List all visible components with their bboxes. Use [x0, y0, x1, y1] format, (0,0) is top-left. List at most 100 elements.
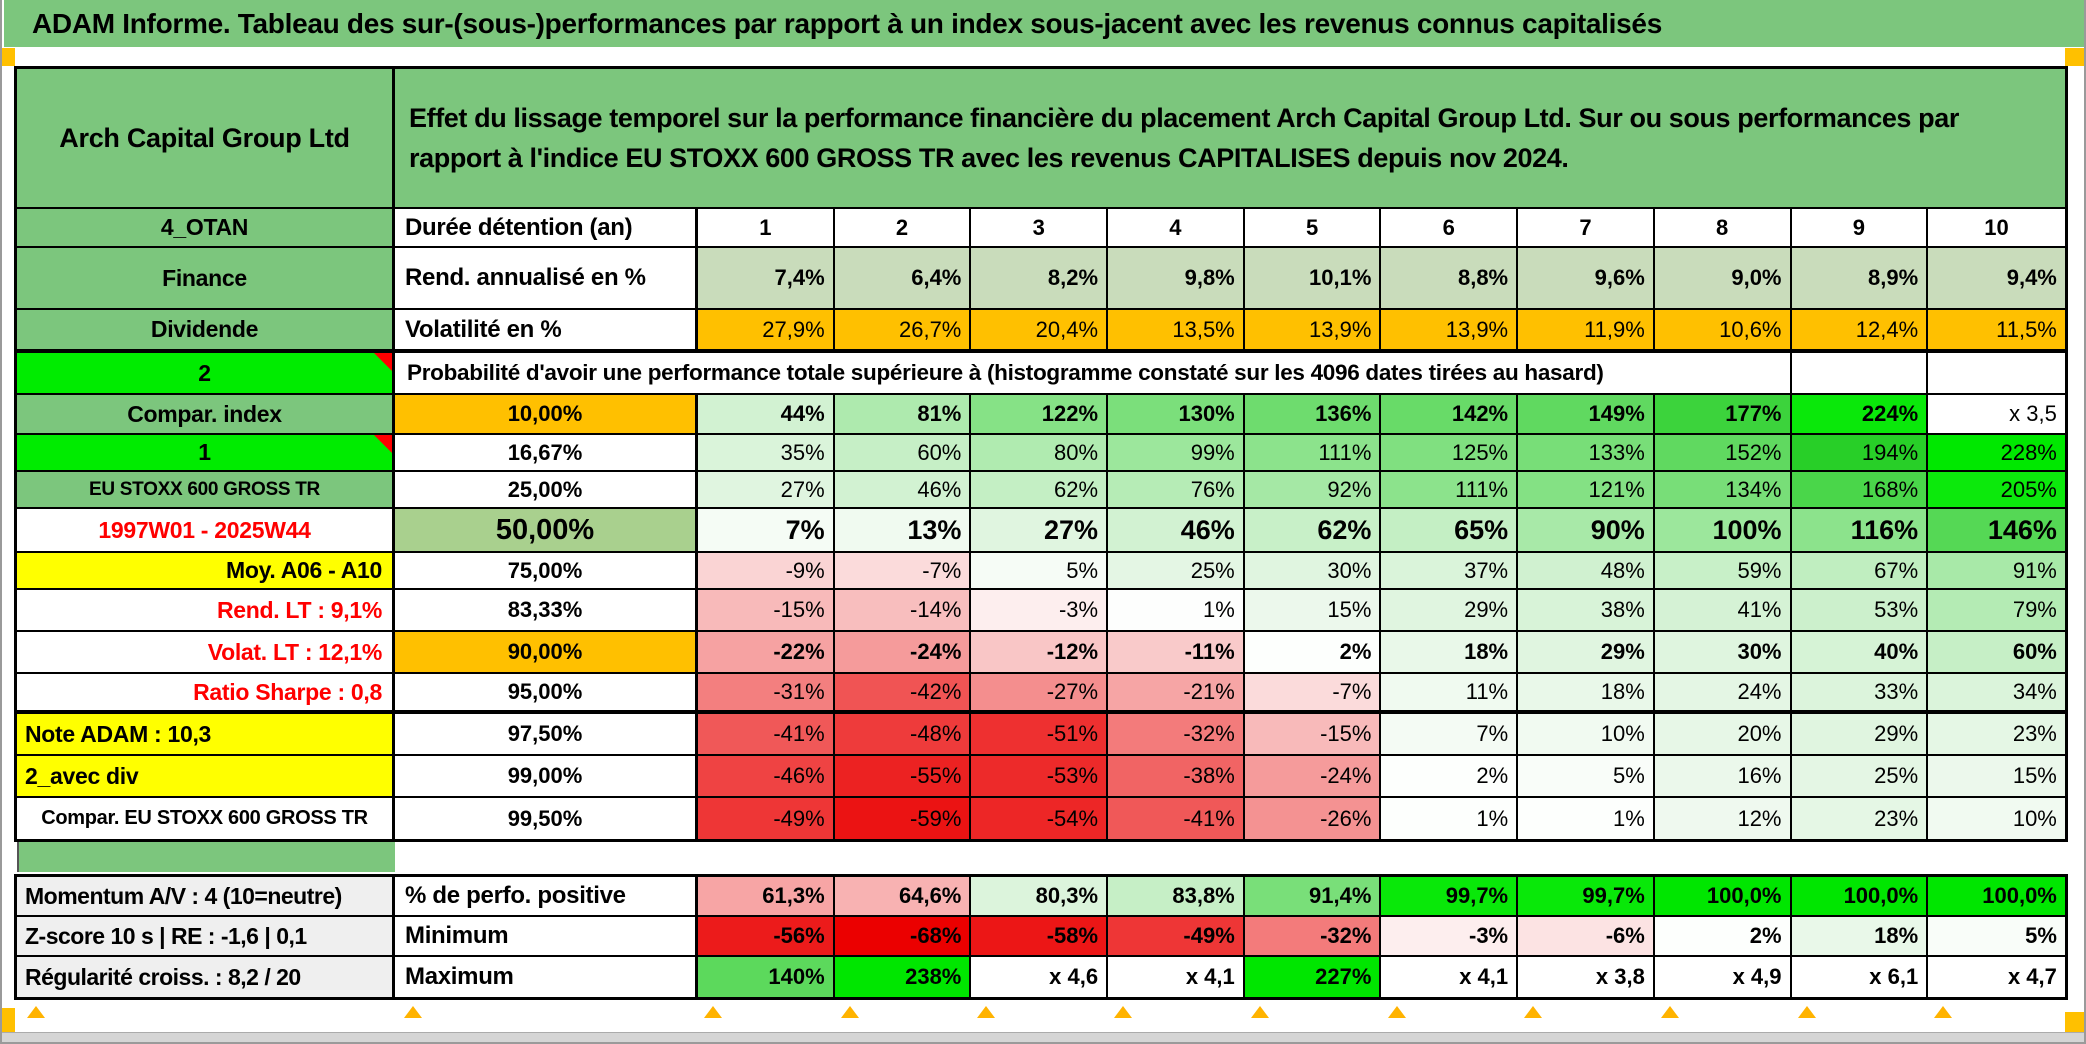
- cell-p16-67-y7[interactable]: 133%: [1518, 435, 1655, 472]
- cell-minimum-y1[interactable]: -56%: [698, 917, 835, 957]
- cell-rend-annualise-y2[interactable]: 6,4%: [834, 248, 972, 310]
- cell-p99-5-y2[interactable]: -59%: [834, 798, 972, 839]
- cell-p90-y8[interactable]: 30%: [1654, 632, 1792, 674]
- company-name-cell[interactable]: Arch Capital Group Ltd: [17, 69, 395, 209]
- cell-minimum-y2[interactable]: -68%: [834, 917, 972, 957]
- cell-volatilite-y5[interactable]: 13,9%: [1244, 310, 1382, 353]
- row-label-duree[interactable]: 4_OTAN: [17, 209, 395, 248]
- cell-p50-y7[interactable]: 90%: [1518, 509, 1655, 553]
- cell-p10-y6[interactable]: 142%: [1381, 395, 1519, 435]
- cell-p75-y2[interactable]: -7%: [834, 553, 972, 590]
- cell-p99-y3[interactable]: -53%: [971, 756, 1109, 798]
- cell-p99-5-y7[interactable]: 1%: [1518, 798, 1655, 839]
- cell-rend-annualise-y10[interactable]: 9,4%: [1928, 248, 2065, 310]
- cell-maximum-y7[interactable]: x 3,8: [1518, 957, 1655, 997]
- sheet-title-cell[interactable]: ADAM Informe. Tableau des sur-(sous-)per…: [4, 0, 2084, 47]
- cell-p25-y6[interactable]: 111%: [1381, 472, 1519, 509]
- cell-p10-y4[interactable]: 130%: [1108, 395, 1245, 435]
- description-cell[interactable]: Effet du lissage temporel sur la perform…: [395, 69, 2065, 209]
- cell-p25-y9[interactable]: 168%: [1791, 472, 1929, 509]
- cell-volatilite-y2[interactable]: 26,7%: [834, 310, 972, 353]
- cell-minimum-y5[interactable]: -32%: [1244, 917, 1382, 957]
- cell-minimum-y10[interactable]: 5%: [1928, 917, 2065, 957]
- cell-minimum-y8[interactable]: 2%: [1654, 917, 1792, 957]
- cell-p75-y8[interactable]: 59%: [1654, 553, 1792, 590]
- cell-p75-y1[interactable]: -9%: [698, 553, 835, 590]
- cell-rend-annualise-y1[interactable]: 7,4%: [698, 248, 835, 310]
- cell-maximum-y1[interactable]: 140%: [698, 957, 835, 997]
- cell-p83-33-y1[interactable]: -15%: [698, 590, 835, 632]
- percentile-p95[interactable]: 95,00%: [395, 674, 698, 714]
- cell-p50-y2[interactable]: 13%: [834, 509, 972, 553]
- cell-p10-y3[interactable]: 122%: [971, 395, 1109, 435]
- cell-p95-y6[interactable]: 11%: [1381, 674, 1519, 714]
- cell-p25-y2[interactable]: 46%: [834, 472, 972, 509]
- percentile-p16-67[interactable]: 16,67%: [395, 435, 698, 472]
- metric-volatilite[interactable]: Volatilité en %: [395, 310, 698, 353]
- row-label-maximum[interactable]: Régularité croiss. : 8,2 / 20: [17, 957, 395, 997]
- row-label-perf-positive[interactable]: Momentum A/V : 4 (10=neutre): [17, 877, 395, 917]
- probability-header-cell[interactable]: Probabilité d'avoir une performance tota…: [395, 353, 1792, 395]
- cell-p97-5-y9[interactable]: 29%: [1791, 714, 1929, 756]
- cell-maximum-y2[interactable]: 238%: [834, 957, 972, 997]
- cell-volatilite-y4[interactable]: 13,5%: [1108, 310, 1245, 353]
- row-label-p90[interactable]: Volat. LT : 12,1%: [17, 632, 395, 674]
- cell-volatilite-y10[interactable]: 11,5%: [1928, 310, 2065, 353]
- cell-rend-annualise-y6[interactable]: 8,8%: [1381, 248, 1519, 310]
- cell-p99-5-y4[interactable]: -41%: [1108, 798, 1245, 839]
- cell-p50-y8[interactable]: 100%: [1654, 509, 1792, 553]
- empty-cell-col10[interactable]: [1928, 353, 2065, 395]
- percentile-p97-5[interactable]: 97,50%: [395, 714, 698, 756]
- cell-p95-y5[interactable]: -7%: [1244, 674, 1382, 714]
- metric-duree[interactable]: Durée détention (an): [395, 209, 698, 248]
- cell-p90-y9[interactable]: 40%: [1791, 632, 1929, 674]
- cell-volatilite-y8[interactable]: 10,6%: [1654, 310, 1792, 353]
- cell-p10-y8[interactable]: 177%: [1654, 395, 1792, 435]
- cell-p90-y1[interactable]: -22%: [698, 632, 835, 674]
- cell-duree-y6[interactable]: 6: [1381, 209, 1519, 248]
- cell-p83-33-y8[interactable]: 41%: [1654, 590, 1792, 632]
- cell-duree-y3[interactable]: 3: [971, 209, 1109, 248]
- cell-p25-y7[interactable]: 121%: [1518, 472, 1655, 509]
- cell-p83-33-y7[interactable]: 38%: [1518, 590, 1655, 632]
- cell-p95-y1[interactable]: -31%: [698, 674, 835, 714]
- row-label-p99-5[interactable]: Compar. EU STOXX 600 GROSS TR: [17, 798, 395, 839]
- cell-p97-5-y5[interactable]: -15%: [1244, 714, 1382, 756]
- cell-p99-y1[interactable]: -46%: [698, 756, 835, 798]
- cell-p10-y10[interactable]: x 3,5: [1928, 395, 2065, 435]
- percentile-p50[interactable]: 50,00%: [395, 509, 698, 553]
- cell-minimum-y6[interactable]: -3%: [1381, 917, 1519, 957]
- row-label-p25[interactable]: EU STOXX 600 GROSS TR: [17, 472, 395, 509]
- cell-duree-y4[interactable]: 4: [1108, 209, 1245, 248]
- cell-duree-y10[interactable]: 10: [1928, 209, 2065, 248]
- cell-perf-positive-y1[interactable]: 61,3%: [698, 877, 835, 917]
- cell-p99-y9[interactable]: 25%: [1791, 756, 1929, 798]
- cell-duree-y9[interactable]: 9: [1791, 209, 1929, 248]
- row-label-minimum[interactable]: Z-score 10 s | RE : -1,6 | 0,1: [17, 917, 395, 957]
- cell-volatilite-y9[interactable]: 12,4%: [1791, 310, 1929, 353]
- cell-p83-33-y4[interactable]: 1%: [1108, 590, 1245, 632]
- cell-p16-67-y3[interactable]: 80%: [971, 435, 1109, 472]
- cell-p25-y4[interactable]: 76%: [1108, 472, 1245, 509]
- cell-p99-y10[interactable]: 15%: [1928, 756, 2065, 798]
- cell-rend-annualise-y3[interactable]: 8,2%: [971, 248, 1109, 310]
- cell-p50-y3[interactable]: 27%: [971, 509, 1109, 553]
- cell-p75-y6[interactable]: 37%: [1381, 553, 1519, 590]
- percentile-p25[interactable]: 25,00%: [395, 472, 698, 509]
- cell-p99-5-y1[interactable]: -49%: [698, 798, 835, 839]
- cell-p95-y9[interactable]: 33%: [1791, 674, 1929, 714]
- bottom-scroll-strip[interactable]: [2, 1032, 2084, 1042]
- cell-p10-y5[interactable]: 136%: [1244, 395, 1382, 435]
- cell-maximum-y6[interactable]: x 4,1: [1381, 957, 1519, 997]
- cell-p50-y5[interactable]: 62%: [1244, 509, 1382, 553]
- cell-p97-5-y7[interactable]: 10%: [1518, 714, 1655, 756]
- cell-p97-5-y3[interactable]: -51%: [971, 714, 1109, 756]
- cell-p97-5-y6[interactable]: 7%: [1381, 714, 1519, 756]
- cell-p50-y9[interactable]: 116%: [1791, 509, 1929, 553]
- cell-p25-y1[interactable]: 27%: [698, 472, 835, 509]
- row-label-p75[interactable]: Moy. A06 - A10: [17, 553, 395, 590]
- cell-p99-5-y5[interactable]: -26%: [1244, 798, 1382, 839]
- cell-minimum-y3[interactable]: -58%: [971, 917, 1109, 957]
- row-label-rend-annualise[interactable]: Finance: [17, 248, 395, 310]
- cell-p16-67-y4[interactable]: 99%: [1108, 435, 1245, 472]
